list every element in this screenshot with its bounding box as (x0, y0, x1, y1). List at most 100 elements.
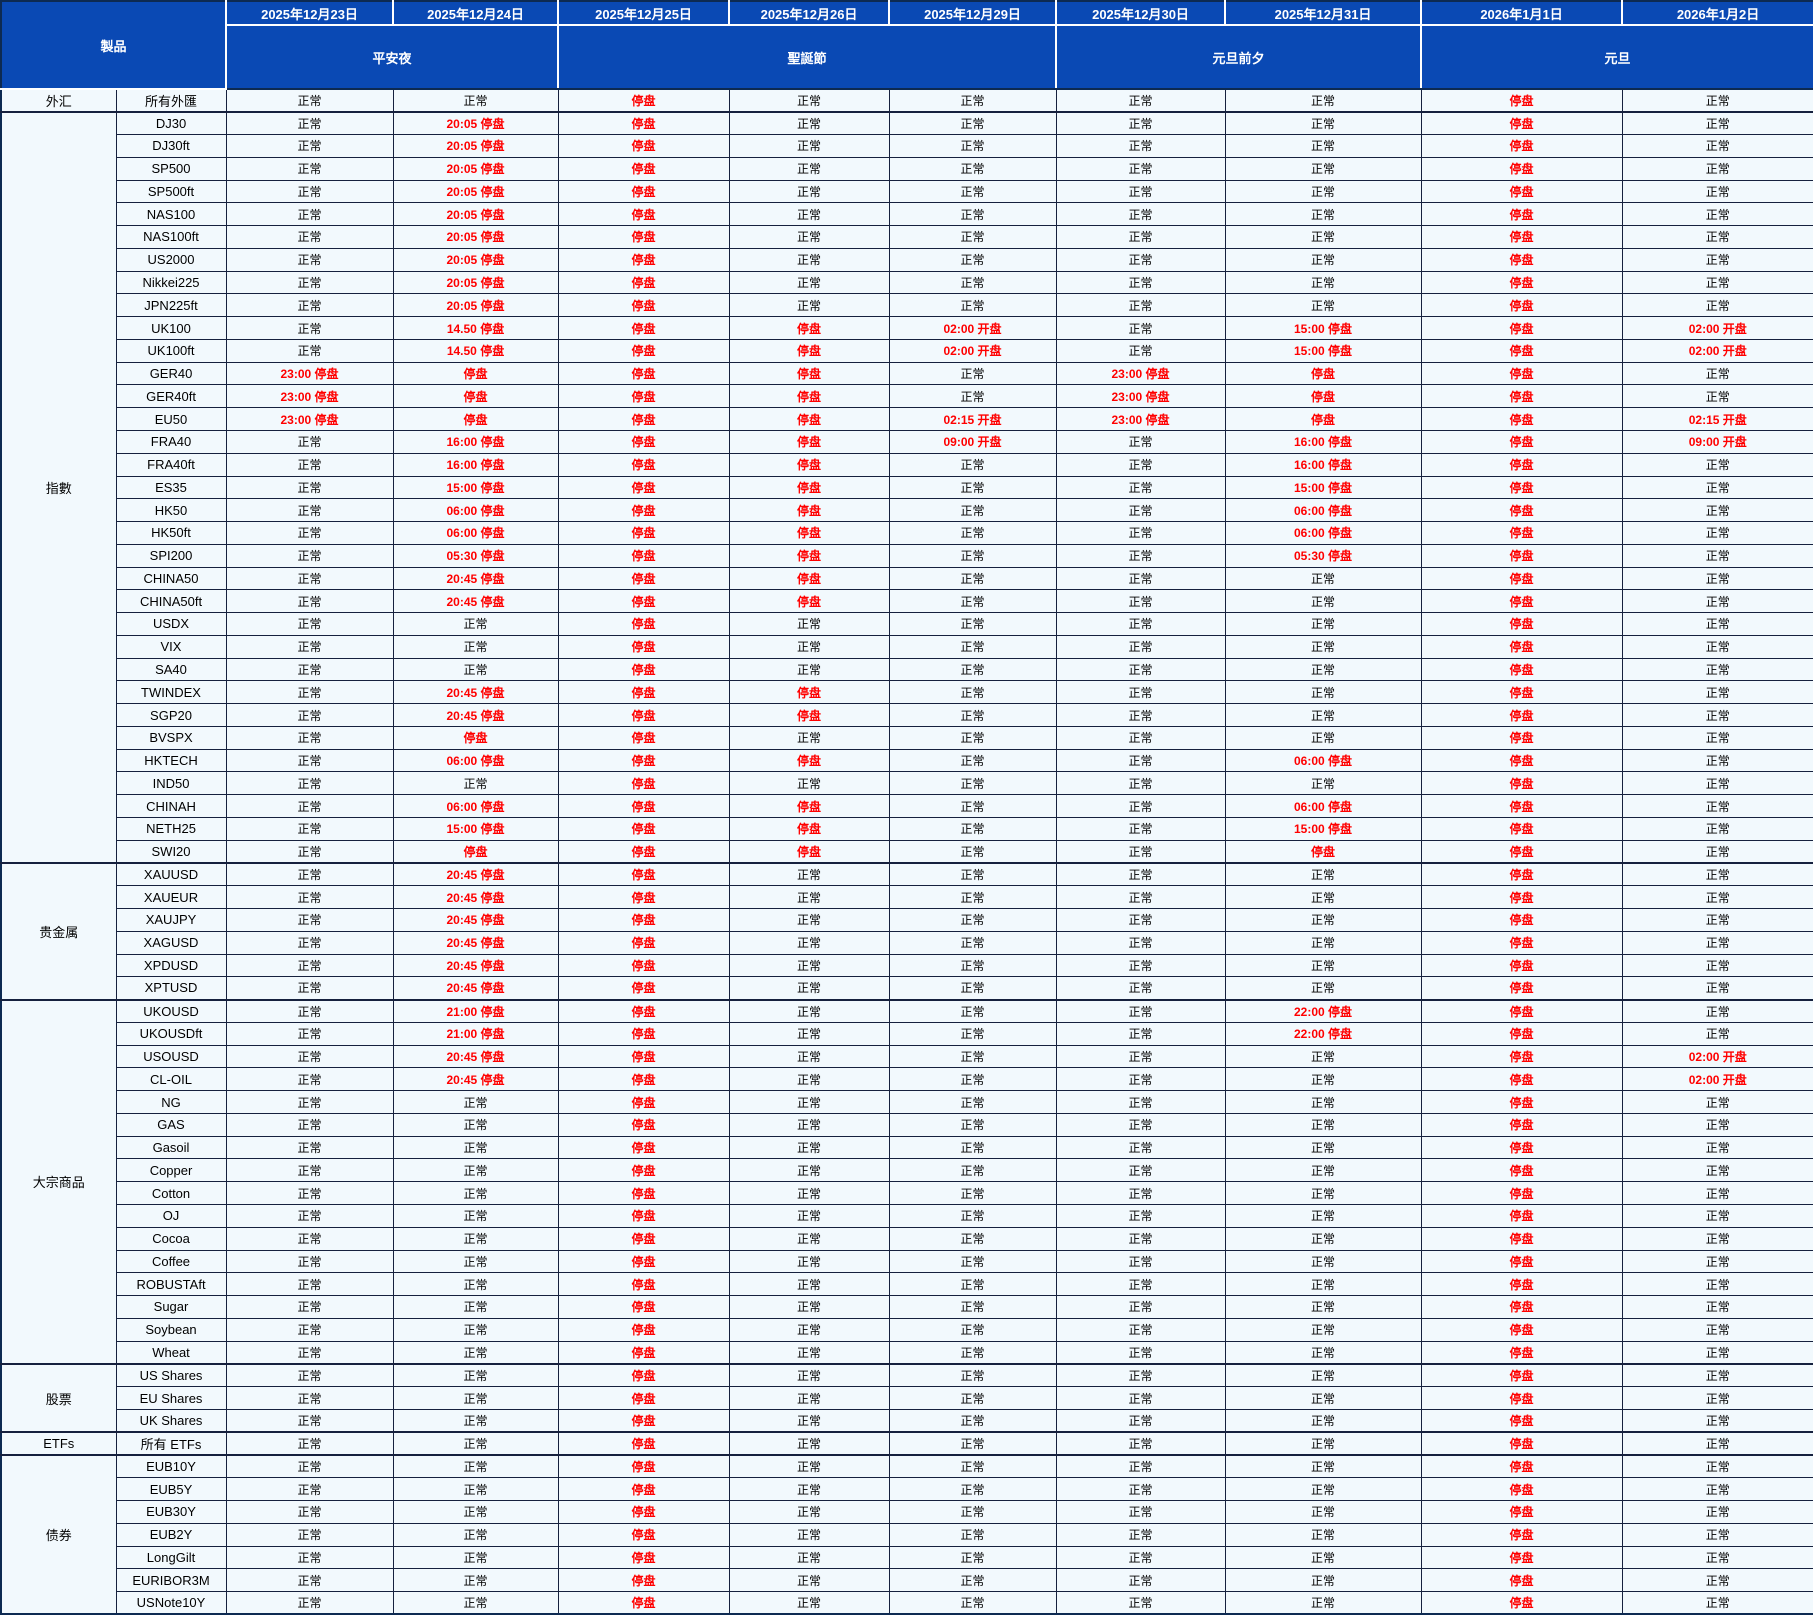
status-cell: 23:00 停盘 (225, 407, 394, 431)
status-cell: 停盘 (1420, 1522, 1623, 1547)
status-cell: 停盘 (1420, 680, 1623, 705)
product-name-cell: NETH25 (115, 817, 227, 841)
status-cell: 正常 (1621, 475, 1813, 500)
product-row: FRA40 正常 16:00 停盘 停盘 停盘 09:00 开盘 正常 16:00 停盘 停盘 0… (1, 429, 1813, 454)
product-row: HK50 正常 06:00 停盘 停盘 停盘 正常 正常 06:00 停盘 停盘 正常 (1, 498, 1813, 523)
status-cell: 停盘 (557, 452, 730, 477)
status-cell: 停盘 (557, 998, 730, 1023)
status-cell: 正常 (1055, 225, 1226, 249)
status-cell: 停盘 (1420, 885, 1623, 910)
status-cell: 正常 (225, 1591, 394, 1615)
product-row: Nikkei225 正常 20:05 停盘 停盘 正常 正常 正常 正常 停盘 正常 (1, 270, 1813, 295)
product-name-cell: BVSPX (115, 725, 227, 750)
status-cell: 正常 (1621, 270, 1813, 295)
status-cell: 正常 (888, 88, 1057, 113)
product-row: Sugar 正常 正常 停盘 正常 正常 正常 正常 停盘 正常 (1, 1295, 1813, 1319)
status-cell: 16:00 停盘 (392, 429, 559, 454)
status-cell: 20:45 停盘 (392, 976, 559, 1001)
status-cell: 正常 (888, 1362, 1057, 1388)
status-cell: 正常 (888, 930, 1057, 955)
status-cell: 停盘 (1420, 407, 1623, 431)
status-cell: 正常 (728, 1044, 890, 1069)
status-cell: 正常 (1224, 589, 1422, 614)
status-cell: 正常 (225, 1431, 394, 1456)
product-name-cell: US2000 (115, 247, 227, 272)
status-cell: 正常 (225, 862, 394, 887)
status-cell: 正常 (888, 612, 1057, 636)
status-cell: 正常 (1224, 270, 1422, 295)
status-cell: 停盘 (1420, 1499, 1623, 1524)
status-cell: 停盘 (1420, 202, 1623, 227)
status-cell: 正常 (888, 1181, 1057, 1206)
status-cell: 停盘 (557, 976, 730, 1001)
status-cell: 正常 (1055, 930, 1226, 955)
status-cell: 停盘 (557, 1272, 730, 1297)
product-name-cell: US Shares (115, 1362, 227, 1388)
status-cell: 正常 (1621, 612, 1813, 636)
product-row: JPN225ft 正常 20:05 停盘 停盘 正常 正常 正常 正常 停盘 正常 (1, 293, 1813, 318)
status-cell: 正常 (225, 657, 394, 682)
status-cell: 正常 (728, 1181, 890, 1206)
status-cell: 正常 (225, 1295, 394, 1319)
status-cell: 停盘 (1420, 1021, 1623, 1046)
status-cell: 正常 (728, 1021, 890, 1046)
status-cell: 正常 (1055, 703, 1226, 727)
status-cell: 正常 (1055, 1386, 1226, 1410)
product-row: EU Shares 正常 正常 停盘 正常 正常 正常 正常 停盘 正常 (1, 1386, 1813, 1410)
status-cell: 停盘 (557, 338, 730, 363)
status-cell: 20:45 停盘 (392, 589, 559, 614)
status-cell: 停盘 (1420, 817, 1623, 841)
status-cell: 正常 (1224, 1204, 1422, 1228)
status-cell: 正常 (1621, 908, 1813, 932)
product-name-cell: NAS100 (115, 202, 227, 227)
status-cell: 正常 (1055, 862, 1226, 887)
status-cell: 正常 (1224, 725, 1422, 750)
status-cell: 正常 (1055, 976, 1226, 1001)
status-cell: 正常 (888, 247, 1057, 272)
status-cell: 正常 (1224, 1295, 1422, 1319)
status-cell: 正常 (728, 1272, 890, 1297)
date-header: 2026年1月2日 (1622, 1, 1813, 26)
status-cell: 06:00 停盘 (1224, 748, 1422, 773)
status-cell: 停盘 (557, 1090, 730, 1114)
status-cell: 正常 (392, 1568, 559, 1593)
status-cell: 停盘 (1420, 1090, 1623, 1114)
product-name-cell: USOUSD (115, 1044, 227, 1069)
status-cell: 正常 (728, 725, 890, 750)
status-cell: 正常 (392, 1295, 559, 1319)
status-cell: 停盘 (557, 862, 730, 887)
product-row: ETFs 所有 ETFs 正常 正常 停盘 正常 正常 正常 正常 停盘 正常 (0, 1431, 1813, 1456)
status-cell: 正常 (728, 156, 890, 181)
status-cell: 正常 (728, 1453, 890, 1479)
status-cell: 正常 (728, 1522, 890, 1547)
product-row: BVSPX 正常 停盘 停盘 正常 正常 正常 正常 停盘 正常 (1, 725, 1813, 750)
status-cell: 正常 (1055, 247, 1226, 272)
status-cell: 正常 (888, 908, 1057, 932)
status-cell: 正常 (888, 293, 1057, 318)
status-cell: 正常 (888, 156, 1057, 181)
status-cell: 停盘 (557, 725, 730, 750)
status-cell: 停盘 (557, 1295, 730, 1319)
product-name-cell: Gasoil (115, 1135, 227, 1160)
status-cell: 正常 (1224, 1453, 1422, 1479)
status-cell: 停盘 (557, 1067, 730, 1092)
status-cell: 停盘 (1420, 498, 1623, 523)
status-cell: 正常 (225, 1477, 394, 1501)
status-cell: 正常 (888, 270, 1057, 295)
status-cell: 正常 (1055, 521, 1226, 545)
status-cell: 正常 (1055, 657, 1226, 682)
product-name-cell: XAUEUR (115, 885, 227, 910)
product-name-cell: HK50 (115, 498, 227, 523)
status-cell: 正常 (1224, 247, 1422, 272)
product-name-cell: TWINDEX (115, 680, 227, 705)
status-cell: 02:00 开盘 (1621, 1067, 1813, 1092)
status-cell: 正常 (1224, 1181, 1422, 1206)
status-cell: 停盘 (1420, 1545, 1623, 1570)
status-cell: 正常 (1621, 771, 1813, 796)
status-cell: 正常 (888, 634, 1057, 659)
status-cell: 正常 (728, 1112, 890, 1137)
status-cell: 停盘 (1420, 1408, 1623, 1433)
status-cell: 正常 (728, 953, 890, 978)
status-cell: 停盘 (1420, 953, 1623, 978)
status-cell: 正常 (1055, 794, 1226, 818)
